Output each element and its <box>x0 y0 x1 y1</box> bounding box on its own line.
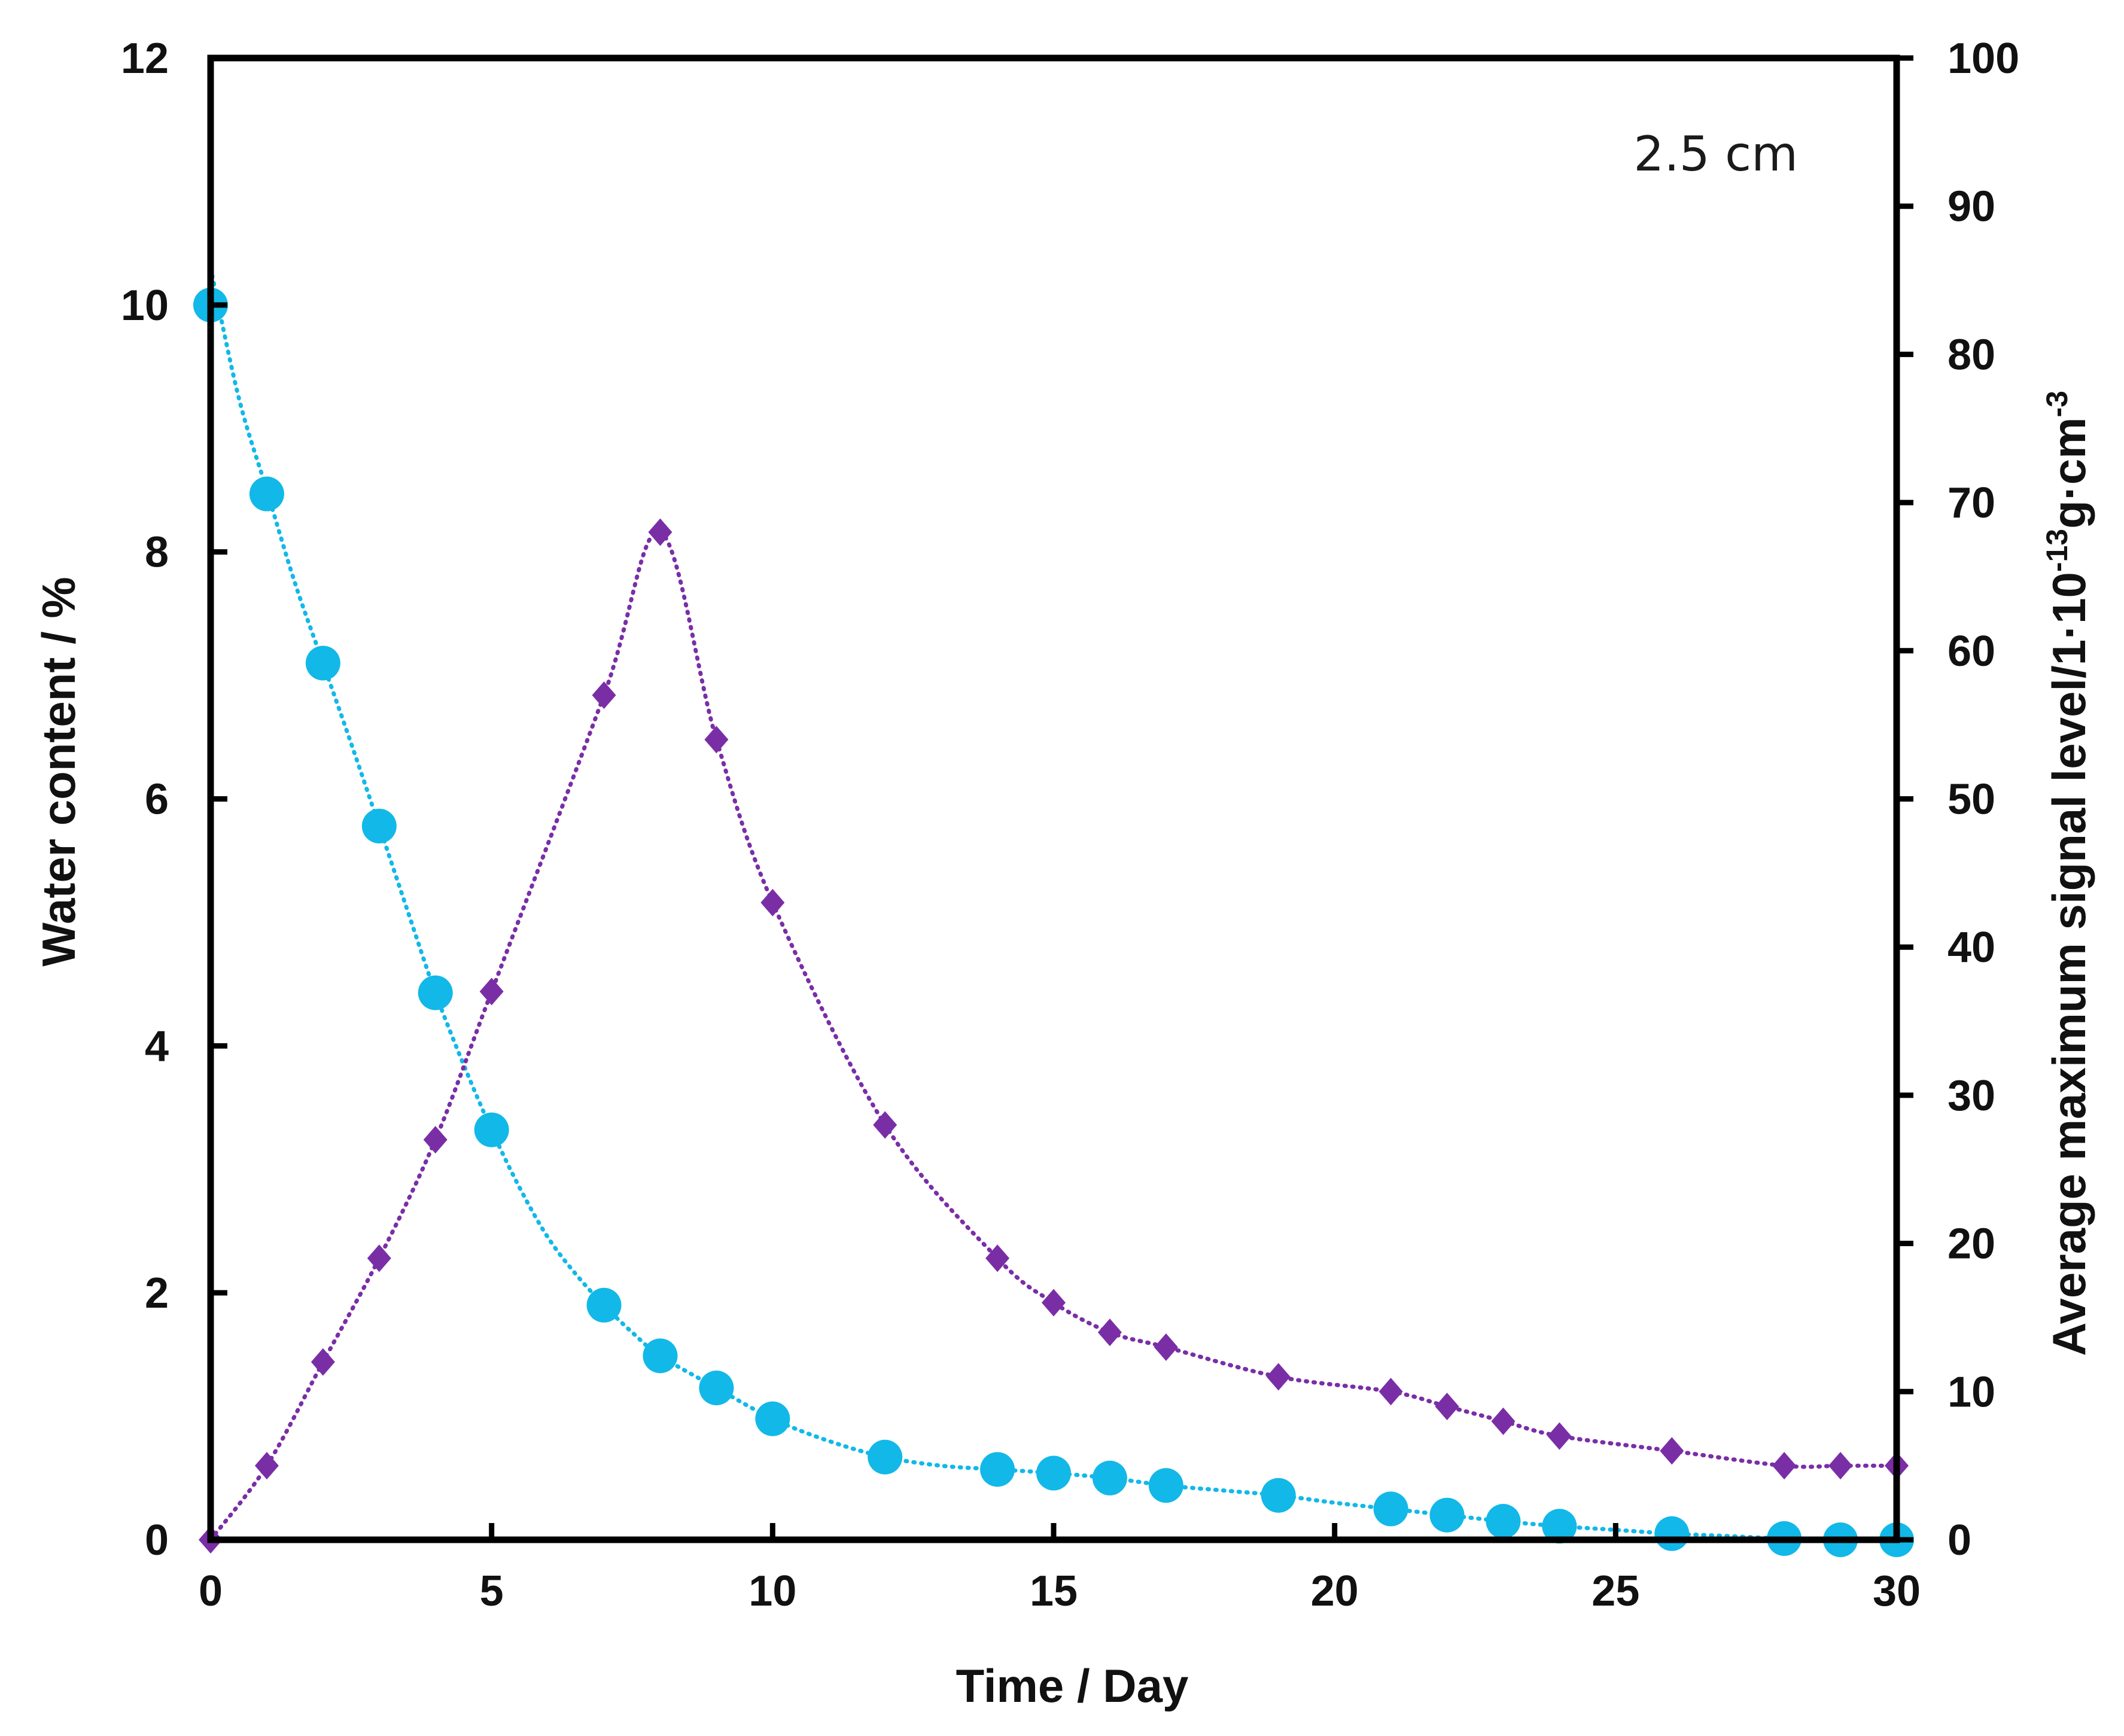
water-content-point <box>249 476 284 511</box>
signal-level-point <box>1435 1393 1459 1421</box>
y-left-tick-label: 4 <box>145 1022 169 1070</box>
y-left-tick-label: 10 <box>121 282 169 330</box>
y-right-tick-label: 70 <box>1947 479 1995 527</box>
water-content-point <box>699 1370 734 1406</box>
water-content-point <box>586 1287 622 1323</box>
y-right-title-mid: g·cm <box>2043 418 2095 529</box>
signal-level-point <box>254 1452 279 1480</box>
water-content-point <box>305 645 340 681</box>
x-axis-title: Time / Day <box>956 1659 1189 1712</box>
y-right-title-exponent-1: -13 <box>2040 529 2074 572</box>
y-left-tick-label: 2 <box>145 1269 169 1317</box>
signal-level-point <box>1547 1422 1572 1450</box>
water-content-point <box>643 1338 678 1373</box>
signal-level-point <box>1042 1289 1066 1317</box>
y-right-axis-title: Average maximum signal level/1·10-13g·cm… <box>2040 391 2095 1356</box>
signal-level-point <box>1097 1318 1122 1347</box>
signal-level-point <box>367 1244 391 1272</box>
signal-level-point <box>423 1126 448 1154</box>
x-tick-label: 5 <box>480 1567 504 1615</box>
y-right-tick-label: 0 <box>1947 1516 1971 1564</box>
y-left-tick-label: 0 <box>145 1516 169 1564</box>
x-tick-label: 30 <box>1873 1567 1921 1615</box>
water-content-point <box>1261 1478 1296 1513</box>
water-content-point <box>868 1439 903 1475</box>
y-left-axis-title: Water content / % <box>32 577 85 967</box>
series-line-2 <box>208 529 1899 1542</box>
y-right-tick-label: 10 <box>1947 1368 1995 1416</box>
water-content-point <box>1654 1516 1690 1551</box>
water-content-point <box>1092 1460 1127 1496</box>
x-tick-label: 0 <box>199 1567 223 1615</box>
signal-level-point <box>1772 1452 1797 1480</box>
signal-level-point <box>479 977 504 1006</box>
y-right-tick-label: 60 <box>1947 628 1995 675</box>
axis-ticks: 0 5 10 15 20 25 30 0 2 4 6 8 10 12 0 10 20 30 40 50 60 70 80 90… <box>121 35 2019 1615</box>
y-right-tick-label: 30 <box>1947 1072 1995 1120</box>
x-tick-label: 10 <box>748 1567 796 1615</box>
x-tick-label: 15 <box>1030 1567 1078 1615</box>
y-right-tick-label: 20 <box>1947 1220 1995 1268</box>
water-content-point <box>1148 1468 1183 1503</box>
signal-level-point <box>1154 1333 1178 1361</box>
signal-level-point <box>1491 1407 1516 1435</box>
signal-level-point <box>592 681 616 709</box>
y-right-title-prefix: Average maximum signal level/1·10 <box>2043 572 2095 1356</box>
water-content-point <box>1373 1491 1408 1527</box>
signal-level-point <box>760 888 785 916</box>
signal-level-point <box>1379 1378 1403 1406</box>
signal-level-point <box>873 1111 897 1139</box>
y-left-tick-label: 6 <box>145 776 169 824</box>
signal-level-point <box>985 1244 1010 1272</box>
y-left-tick-label: 12 <box>121 35 169 83</box>
water-content-point <box>1542 1509 1577 1544</box>
y-right-tick-label: 50 <box>1947 776 1995 824</box>
depth-annotation: 2.5 cm <box>1633 126 1798 182</box>
signal-level-point <box>1660 1437 1684 1465</box>
y-right-title-exponent-2: -3 <box>2040 391 2074 417</box>
signal-level-point <box>311 1348 335 1376</box>
y-right-tick-label: 80 <box>1947 331 1995 379</box>
water-content-point <box>980 1452 1015 1487</box>
signal-level-point <box>1828 1452 1853 1480</box>
water-content-point <box>755 1401 790 1436</box>
signal-level-point <box>704 726 729 754</box>
signal-level-point <box>1266 1363 1291 1391</box>
water-content-point <box>1429 1497 1465 1533</box>
water-content-point <box>418 975 453 1010</box>
water-content-point <box>361 808 397 843</box>
x-tick-label: 25 <box>1592 1567 1639 1615</box>
water-content-point <box>1486 1504 1521 1539</box>
y-right-tick-label: 90 <box>1947 183 1995 231</box>
water-content-point <box>1036 1455 1071 1491</box>
y-right-tick-label: 100 <box>1947 35 2019 83</box>
x-tick-label: 20 <box>1311 1567 1359 1615</box>
signal-level-point <box>648 518 673 546</box>
water-content-point <box>474 1112 509 1147</box>
y-left-tick-label: 8 <box>145 529 169 577</box>
y-right-tick-label: 40 <box>1947 924 1995 971</box>
